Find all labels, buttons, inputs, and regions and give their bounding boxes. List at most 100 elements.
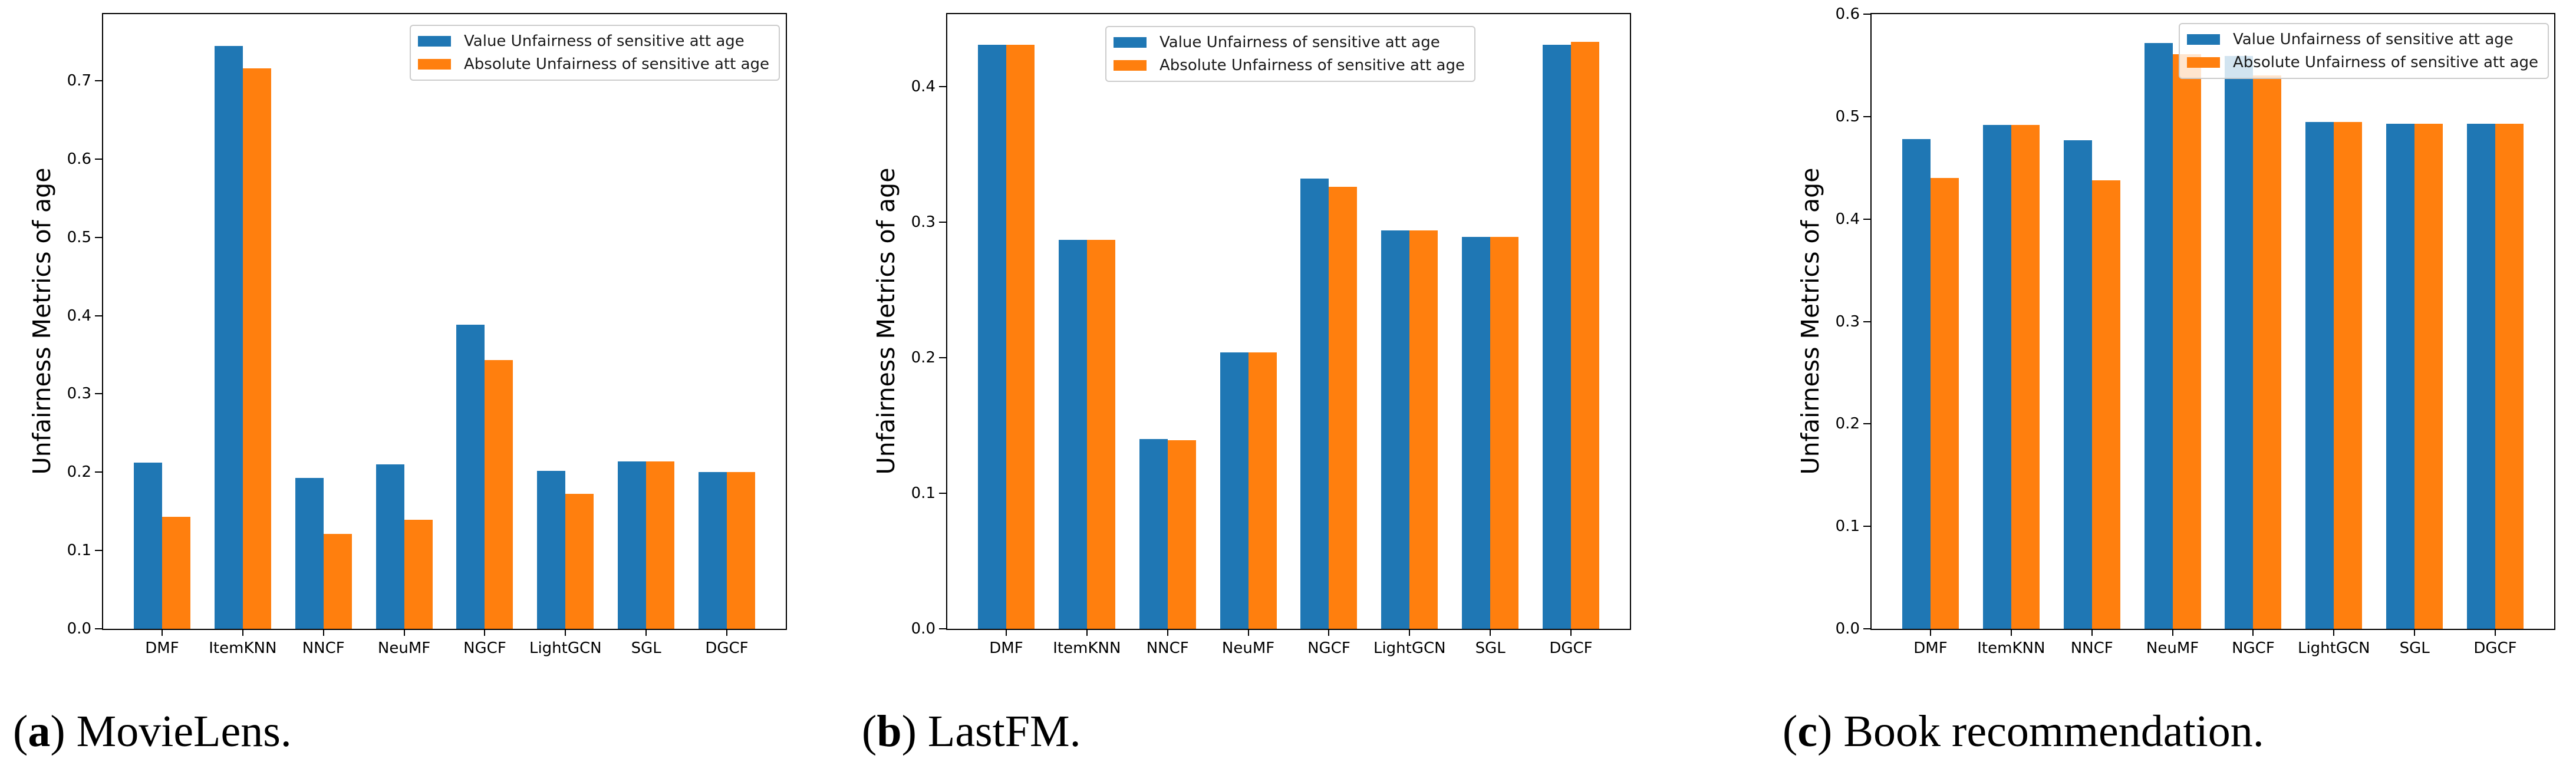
bar-absolute-ItemKNN <box>242 68 271 629</box>
bar-value-NGCF <box>1300 179 1329 629</box>
y-tick-label: 0.2 <box>1835 415 1860 433</box>
y-tick-mark <box>939 222 946 223</box>
bar-value-NGCF <box>456 325 485 629</box>
bar-absolute-LightGCN <box>2334 121 2363 629</box>
caption-text: ) LastFM. <box>901 707 1081 756</box>
y-tick-label: 0.3 <box>1835 312 1860 331</box>
x-tick-label-SGL: SGL <box>2399 639 2430 657</box>
y-tick-label: 0.1 <box>1835 517 1860 536</box>
x-tick-label-LightGCN: LightGCN <box>529 639 602 657</box>
x-tick-label-NNCF: NNCF <box>302 639 345 657</box>
x-tick-label-NNCF: NNCF <box>1146 639 1189 657</box>
x-tick-label-NeuMF: NeuMF <box>377 639 431 657</box>
x-tick-label-NGCF: NGCF <box>2232 639 2275 657</box>
bar-absolute-SGL <box>1490 237 1519 629</box>
x-tick-label-ItemKNN: ItemKNN <box>1053 639 1121 657</box>
bar-value-SGL <box>1462 237 1491 629</box>
y-tick-mark <box>95 236 102 238</box>
caption-text: ) MovieLens. <box>50 707 292 756</box>
x-tick-mark <box>322 629 324 636</box>
bar-value-NNCF <box>295 477 324 629</box>
x-tick-label-DGCF: DGCF <box>1549 639 1593 657</box>
x-tick-mark <box>1167 629 1168 636</box>
y-tick-label: 0.4 <box>67 306 91 325</box>
y-tick-mark <box>95 628 102 629</box>
x-tick-mark <box>2091 629 2093 636</box>
caption-movielens: (a) MovieLens. <box>13 706 292 757</box>
x-tick-mark <box>1409 629 1411 636</box>
legend-swatch-absolute <box>2187 57 2221 68</box>
legend-label: Value Unfairness of sensitive att age <box>1159 34 1440 51</box>
legend: Value Unfairness of sensitive att age Ab… <box>1105 26 1475 82</box>
caption-letter: b <box>877 707 902 756</box>
x-tick-label-DMF: DMF <box>989 639 1023 657</box>
x-tick-label-ItemKNN: ItemKNN <box>209 639 277 657</box>
y-tick-label: 0.3 <box>67 385 91 403</box>
y-tick-label: 0.3 <box>911 213 935 232</box>
bar-absolute-DMF <box>1931 178 1959 629</box>
y-tick-mark <box>95 471 102 473</box>
x-tick-label-NGCF: NGCF <box>463 639 506 657</box>
bar-absolute-NeuMF <box>404 520 433 629</box>
x-tick-mark <box>1086 629 1088 636</box>
x-tick-mark <box>2495 629 2496 636</box>
legend: Value Unfairness of sensitive att age Ab… <box>2179 23 2549 79</box>
y-tick-mark <box>939 357 946 359</box>
x-tick-mark <box>1570 629 1572 636</box>
y-tick-label: 0.2 <box>67 463 91 481</box>
bar-value-ItemKNN <box>1982 124 2011 629</box>
y-tick-label: 0.0 <box>67 620 91 638</box>
bar-value-ItemKNN <box>214 46 243 629</box>
x-tick-label-NeuMF: NeuMF <box>1221 639 1275 657</box>
y-tick-mark <box>1863 218 1870 220</box>
bar-absolute-DGCF <box>2495 124 2524 629</box>
x-tick-label-DGCF: DGCF <box>2473 639 2517 657</box>
y-tick-label: 0.5 <box>67 228 91 246</box>
bar-value-DMF <box>978 44 1006 629</box>
plot-area-movielens: Value Unfairness of sensitive att age Ab… <box>67 13 787 657</box>
legend-item-absolute: Absolute Unfairness of sensitive att age <box>418 54 769 74</box>
bar-value-ItemKNN <box>1058 239 1087 629</box>
y-tick-label: 0.0 <box>911 620 935 638</box>
y-tick-mark <box>95 550 102 552</box>
x-tick-label-NNCF: NNCF <box>2070 639 2113 657</box>
bar-value-NeuMF <box>375 464 404 629</box>
y-tick-label: 0.1 <box>67 542 91 560</box>
y-tick-mark <box>95 80 102 81</box>
legend-item-absolute: Absolute Unfairness of sensitive att age <box>1114 55 1465 75</box>
bar-value-SGL <box>618 461 647 629</box>
y-tick-mark <box>1863 116 1870 117</box>
legend: Value Unfairness of sensitive att age Ab… <box>410 25 780 81</box>
y-tick-label: 0.7 <box>67 71 91 90</box>
bar-absolute-NNCF <box>2091 180 2120 629</box>
y-tick-mark <box>939 628 946 629</box>
y-tick-label: 0.6 <box>1835 5 1860 23</box>
bar-value-NeuMF <box>2144 42 2173 629</box>
legend-item-absolute: Absolute Unfairness of sensitive att age <box>2187 52 2538 72</box>
x-tick-mark <box>1247 629 1249 636</box>
y-tick-label: 0.1 <box>911 484 935 502</box>
x-tick-mark <box>565 629 566 636</box>
bar-value-NNCF <box>1139 439 1168 629</box>
x-tick-label-SGL: SGL <box>631 639 661 657</box>
y-tick-label: 0.4 <box>911 78 935 96</box>
bar-absolute-SGL <box>646 461 675 629</box>
plot-area-book-recommendation: Value Unfairness of sensitive att age Ab… <box>1836 5 2555 657</box>
x-tick-mark <box>726 629 727 636</box>
bar-absolute-NNCF <box>1167 440 1196 629</box>
legend-item-value: Value Unfairness of sensitive att age <box>418 31 769 51</box>
bar-absolute-ItemKNN <box>2011 124 2040 629</box>
x-tick-mark <box>2252 629 2254 636</box>
bar-absolute-ItemKNN <box>1086 239 1115 629</box>
legend-swatch-absolute <box>418 59 452 70</box>
x-tick-mark <box>1006 629 1007 636</box>
bar-value-LightGCN <box>537 470 566 629</box>
bar-value-LightGCN <box>1381 230 1410 629</box>
bar-absolute-DGCF <box>1571 42 1599 629</box>
x-tick-label-ItemKNN: ItemKNN <box>1977 639 2045 657</box>
y-tick-mark <box>939 86 946 88</box>
bar-absolute-NeuMF <box>2172 54 2201 629</box>
y-tick-label: 0.5 <box>1835 107 1860 126</box>
x-tick-label-NeuMF: NeuMF <box>2146 639 2199 657</box>
